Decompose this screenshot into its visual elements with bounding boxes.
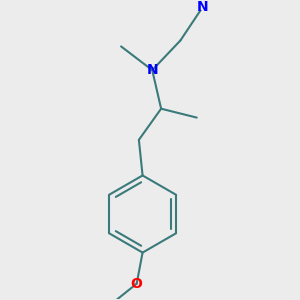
Text: N: N xyxy=(197,0,208,14)
Text: N: N xyxy=(146,63,158,77)
Text: O: O xyxy=(131,277,142,291)
